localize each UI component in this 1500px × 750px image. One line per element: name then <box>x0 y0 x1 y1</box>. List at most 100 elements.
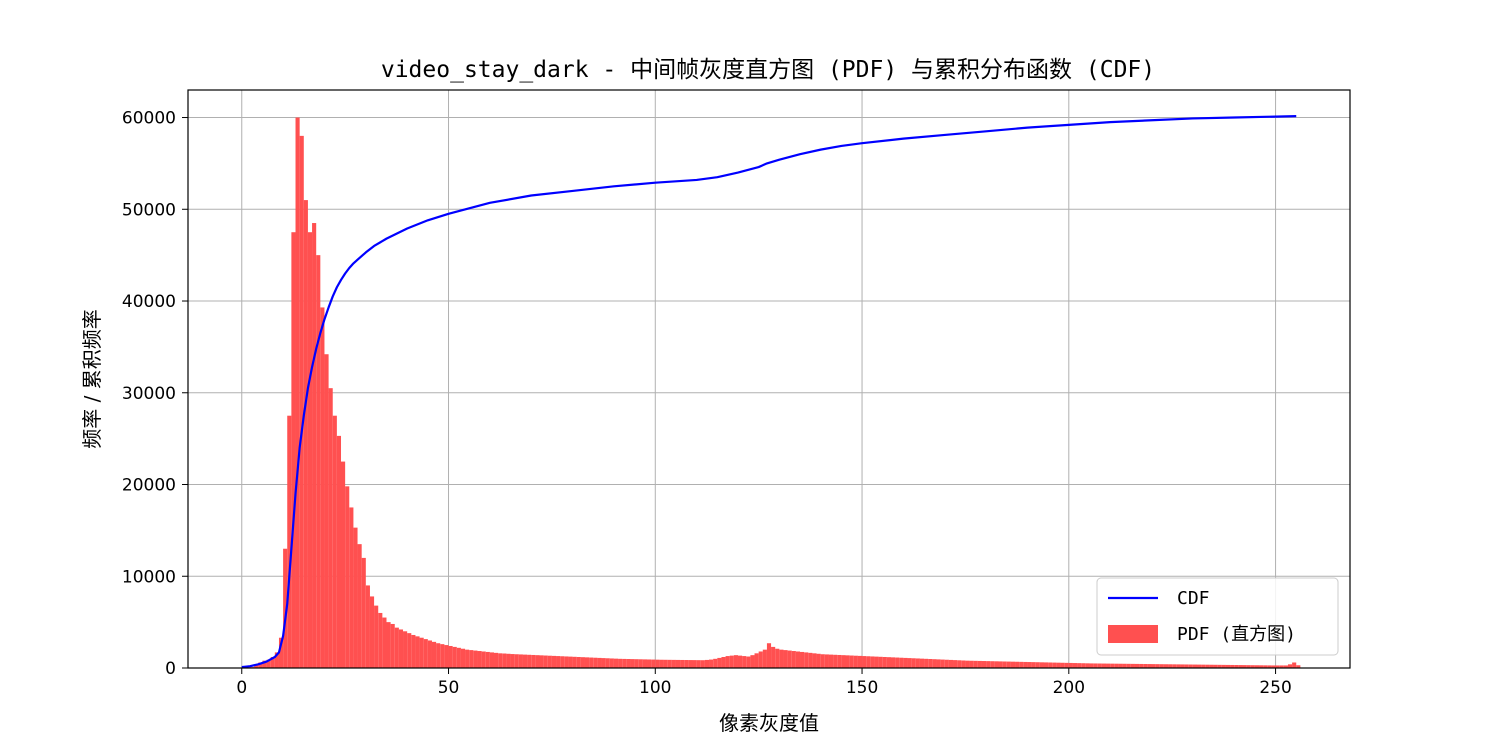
pdf-bar <box>1126 663 1131 668</box>
plot-frame <box>187 89 1351 669</box>
pdf-bar <box>1089 663 1094 668</box>
pdf-bar <box>675 659 681 668</box>
pdf-bar <box>1209 664 1214 668</box>
pdf-bar <box>758 651 763 668</box>
pdf-bar <box>870 656 875 668</box>
pdf-bar <box>1143 664 1148 668</box>
pdf-bar <box>1010 661 1016 668</box>
pdf-bar <box>436 643 441 668</box>
pdf-bar <box>1048 662 1053 668</box>
pdf-bar <box>556 656 561 668</box>
pdf-bar <box>1085 663 1090 668</box>
chart-title: video_stay_dark - 中间帧灰度直方图 (PDF) 与累积分布函数… <box>381 57 1155 83</box>
pdf-bar <box>651 659 656 668</box>
pdf-bar <box>754 653 759 668</box>
pdf-bar <box>1077 663 1082 668</box>
pdf-bar <box>349 507 354 668</box>
pdf-bar <box>998 661 1003 668</box>
pdf-bar <box>1225 664 1231 668</box>
pdf-bar <box>1192 664 1197 668</box>
pdf-bar <box>1122 663 1127 668</box>
y-ticks: 0 10000 20000 30000 40000 50000 60000 <box>122 109 188 679</box>
pdf-bar <box>1101 663 1107 668</box>
pdf-bar <box>667 659 672 668</box>
pdf-bar <box>742 656 747 668</box>
pdf-bar <box>266 659 271 668</box>
pdf-bar <box>551 655 557 668</box>
pdf-bar <box>1151 664 1156 668</box>
pdf-bar <box>800 651 805 668</box>
pdf-bar <box>584 657 590 668</box>
pdf-bar <box>940 659 945 668</box>
pdf-bar <box>1023 661 1028 668</box>
x-axis-label: 像素灰度值 <box>719 711 819 735</box>
pdf-bar <box>663 659 668 668</box>
pdf-bar <box>969 660 974 668</box>
pdf-bar <box>704 659 710 668</box>
pdf-bar <box>1068 662 1073 668</box>
pdf-bar <box>1168 664 1173 668</box>
pdf-bar <box>1031 662 1036 668</box>
pdf-bar <box>485 651 490 668</box>
pdf-bar <box>465 649 470 668</box>
pdf-bar <box>680 659 685 668</box>
pdf-bar <box>771 646 776 668</box>
pdf-bar <box>444 645 449 668</box>
pdf-bar <box>419 637 424 668</box>
y-axis-label: 频率 / 累积频率 <box>80 309 104 448</box>
pdf-bar <box>1296 665 1301 668</box>
pdf-bar <box>795 651 801 668</box>
pdf-bar <box>1163 664 1169 668</box>
pdf-bar <box>626 659 631 668</box>
pdf-bar <box>580 657 585 668</box>
pdf-bar <box>527 654 532 668</box>
pdf-bar <box>886 657 891 668</box>
pdf-bar <box>357 544 362 668</box>
pdf-bar <box>634 659 639 668</box>
pdf-bar <box>601 658 606 668</box>
pdf-bar <box>647 659 652 668</box>
pdf-bar <box>423 639 428 668</box>
pdf-bar <box>948 659 954 668</box>
pdf-bar <box>1155 664 1160 668</box>
pdf-bar <box>1097 663 1102 668</box>
pdf-bar <box>1110 663 1115 668</box>
pdf-bar <box>411 634 416 668</box>
pdf-bar <box>510 654 515 668</box>
pdf-bar <box>299 135 304 668</box>
pdf-bar <box>394 627 399 668</box>
pdf-bar <box>564 656 569 668</box>
pdf-bar <box>274 652 279 668</box>
pdf-bar <box>961 660 966 668</box>
pdf-bar <box>1230 664 1235 668</box>
pdf-bar <box>622 658 627 668</box>
pdf-bar <box>1006 661 1011 668</box>
y-tick-label: 0 <box>165 659 176 679</box>
pdf-bar <box>448 645 453 668</box>
pdf-bar <box>572 656 577 668</box>
y-tick-label: 10000 <box>122 567 176 587</box>
pdf-bar <box>692 660 697 668</box>
pdf-bar <box>258 662 263 668</box>
pdf-bar <box>721 656 726 668</box>
pdf-bar <box>1184 664 1189 668</box>
pdf-bar <box>953 660 958 668</box>
pdf-bar <box>1188 664 1193 668</box>
pdf-bar <box>303 200 308 668</box>
pdf-bar <box>936 659 941 668</box>
pdf-bar <box>1292 662 1297 668</box>
grid-layer <box>188 90 1350 669</box>
pdf-bar <box>312 223 317 669</box>
cdf-line-layer <box>241 115 1297 669</box>
pdf-bar <box>808 652 813 668</box>
pdf-bar <box>932 659 937 668</box>
pdf-bar <box>828 654 834 668</box>
pdf-bar <box>361 557 366 668</box>
pdf-bar <box>369 596 375 668</box>
x-tick-label: 100 <box>639 678 671 698</box>
pdf-bar <box>973 660 978 668</box>
pdf-bar <box>522 654 528 668</box>
pdf-bar <box>427 640 432 668</box>
pdf-bar <box>1134 663 1140 668</box>
pdf-bar <box>353 527 358 668</box>
